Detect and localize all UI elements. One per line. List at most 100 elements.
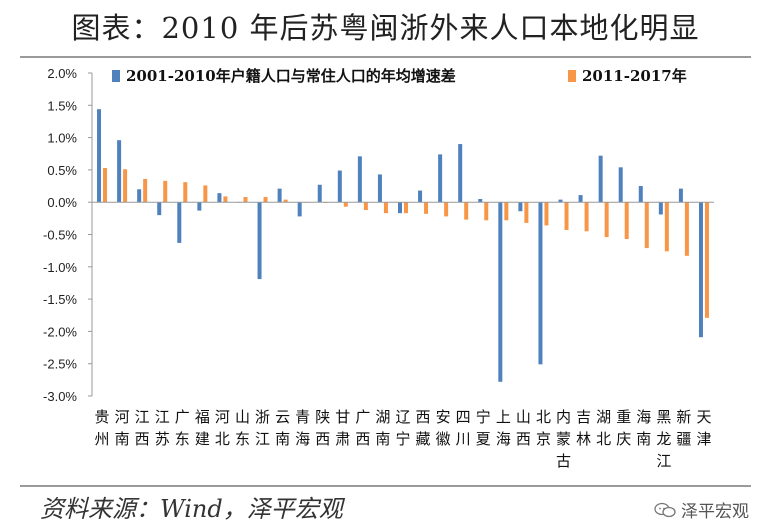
y-tick-label: -3.0% (43, 389, 77, 404)
x-tick-label: 吉林 (576, 408, 591, 448)
x-tick-label: 海南 (636, 408, 651, 448)
bar-series1 (478, 198, 483, 203)
x-tick-label: 贵州 (95, 408, 110, 448)
bar-series2 (183, 182, 188, 203)
bar-series1 (398, 202, 402, 214)
bar-series1 (337, 170, 342, 203)
y-tick-label: -1.5% (43, 292, 77, 307)
bar-series1 (698, 202, 703, 338)
bar-series2 (143, 178, 148, 203)
bar-series2 (404, 202, 408, 214)
x-tick-label: 北京 (536, 408, 551, 448)
x-tick-label: 江苏 (155, 408, 170, 448)
bar-series1 (197, 202, 202, 211)
x-tick-label: 重庆 (616, 408, 631, 448)
x-tick-label: 云南 (275, 408, 290, 448)
bar-series1 (458, 144, 463, 203)
bar-series1 (618, 167, 623, 203)
bar-series2 (424, 202, 429, 214)
footer-divider (20, 485, 751, 487)
bar-series2 (383, 202, 388, 214)
bar-series2 (103, 167, 108, 203)
x-tick-label: 山西 (516, 408, 531, 448)
y-tick-label: -2.5% (43, 357, 77, 372)
bar-series1 (578, 195, 583, 203)
bar-series2 (464, 202, 469, 220)
bar-series1 (538, 202, 543, 365)
bar-series2 (564, 202, 569, 230)
x-tick-label: 西藏 (416, 408, 431, 448)
x-tick-label: 河南 (115, 408, 130, 448)
bar-series2 (584, 202, 589, 232)
x-tick-label: 江西 (135, 408, 150, 448)
y-tick-label: 0.5% (47, 163, 77, 178)
bar-series2 (704, 202, 709, 318)
bar-series1 (97, 109, 102, 203)
bar-chart: 2.0% 1.5% 1.0% 0.5% 0.0% -0.5% -1.0% -1.5% -2.0%… (43, 66, 714, 470)
bar-series2 (123, 169, 128, 203)
source-note: 资料来源：Wind，泽平宏观 (40, 495, 343, 523)
bar-series2 (544, 202, 549, 226)
x-tick-label: 新疆 (676, 408, 691, 448)
bar-series2 (524, 202, 529, 223)
x-tick-label: 宁夏 (476, 408, 491, 448)
x-tick-label: 陕西 (315, 408, 330, 448)
x-tick-label: 辽宁 (395, 408, 410, 448)
x-tick-label: 四川 (456, 408, 471, 448)
x-tick-label: 湖南 (375, 408, 390, 448)
x-tick-label: 广西 (355, 408, 370, 448)
y-tick-label: 2.0% (47, 66, 77, 81)
bar-series1 (418, 190, 423, 203)
title-divider (20, 56, 751, 58)
x-tick-label: 安徽 (436, 408, 451, 448)
bar-series1 (137, 189, 142, 203)
bar-series1 (598, 155, 603, 203)
legend-swatch-series2 (568, 70, 576, 82)
bar-series2 (444, 202, 449, 217)
x-tick-label: 福建 (195, 408, 210, 448)
bar-series1 (157, 202, 162, 216)
x-tick-label: 广东 (175, 408, 190, 448)
bar-series2 (283, 199, 288, 203)
legend-swatch-series1 (112, 70, 120, 82)
x-tick-label: 浙江 (255, 408, 270, 448)
bar-series1 (177, 202, 182, 243)
bar-series1 (317, 184, 322, 203)
bar-series1 (297, 202, 302, 217)
x-tick-label: 上海 (496, 408, 511, 448)
bar-series2 (684, 202, 689, 256)
page-title: 图表：2010 年后苏粤闽浙外来人口本地化明显 (71, 11, 700, 45)
x-tick-label: 黑龙江 (656, 408, 671, 470)
bar-series1 (438, 154, 443, 203)
y-tick-label: 1.5% (47, 98, 77, 113)
bar-series2 (624, 202, 629, 240)
x-tick-label: 内蒙古 (556, 408, 571, 470)
bar-series1 (558, 199, 563, 203)
bar-series2 (243, 197, 248, 203)
y-tick-label: -2.0% (43, 324, 77, 339)
bar-series1 (518, 202, 523, 212)
bar-series2 (263, 197, 268, 203)
bar-series1 (277, 188, 282, 203)
legend-label-series1: 2001-2010年户籍人口与常住人口的年均增速差 (126, 67, 456, 85)
x-tick-label: 青海 (295, 408, 310, 448)
y-tick-label: -1.0% (43, 260, 77, 275)
y-tick-label: 0.0% (47, 195, 77, 210)
bar-series2 (363, 202, 368, 210)
bar-series1 (638, 186, 643, 203)
bar-series1 (217, 193, 222, 203)
bar-series2 (484, 202, 489, 221)
bar-series1 (117, 140, 122, 203)
watermark: 泽平宏观 (654, 497, 749, 522)
bar-series1 (257, 202, 262, 280)
legend-label-series2: 2011-2017年 (582, 67, 687, 85)
x-tick-label: 湖北 (596, 408, 611, 448)
watermark-text: 泽平宏观 (681, 502, 749, 522)
x-tick-label: 山东 (235, 408, 250, 448)
bar-series1 (498, 202, 503, 382)
x-tick-label: 河北 (215, 408, 230, 448)
bar-series2 (644, 202, 649, 249)
bar-series1 (658, 202, 663, 215)
bar-series2 (343, 202, 348, 207)
y-tick-label: -0.5% (43, 228, 77, 243)
